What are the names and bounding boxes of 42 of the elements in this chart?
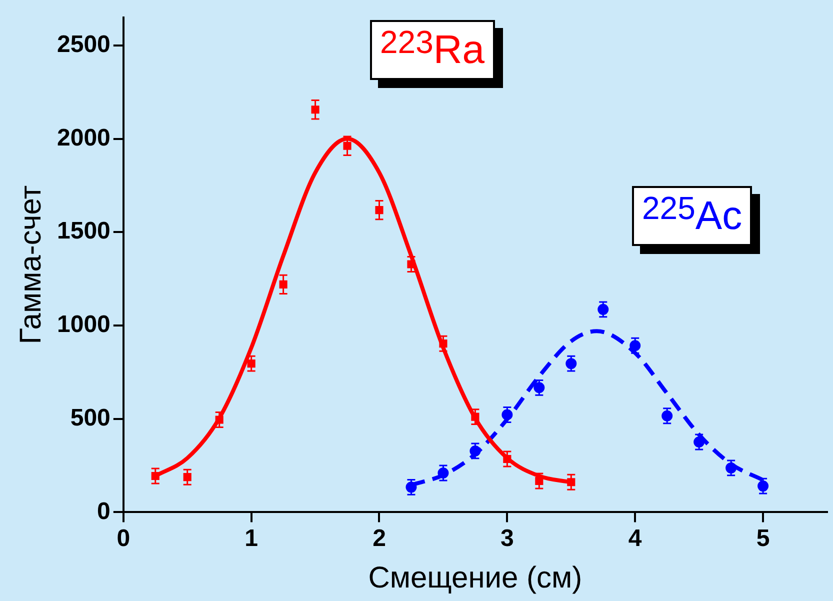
point <box>311 106 320 114</box>
point <box>630 340 641 352</box>
point <box>758 480 769 492</box>
point <box>598 304 609 315</box>
x-tick-label: 4 <box>628 525 642 552</box>
point <box>439 340 448 348</box>
y-tick-label: 2000 <box>57 124 110 152</box>
point <box>566 358 577 370</box>
x-tick-label: 1 <box>244 525 258 552</box>
point <box>151 472 160 480</box>
x-tick-label: 0 <box>116 525 130 552</box>
point <box>662 410 673 422</box>
point <box>183 473 192 482</box>
x-axis-title: Смещение (см) <box>368 561 582 594</box>
x-tick-label: 2 <box>372 525 386 552</box>
point <box>407 260 416 268</box>
point <box>502 409 513 420</box>
point <box>726 462 737 474</box>
y-tick-label: 0 <box>97 498 110 525</box>
point <box>215 416 224 424</box>
point <box>247 360 256 368</box>
point <box>375 206 384 214</box>
point <box>470 445 481 456</box>
point <box>535 476 544 486</box>
point <box>438 467 449 478</box>
point <box>503 454 512 464</box>
point <box>406 482 417 493</box>
point <box>279 280 288 288</box>
y-tick-label: 500 <box>70 404 110 432</box>
y-tick-label: 1500 <box>57 218 110 245</box>
series-label: $^{223}$Ra <box>370 20 495 80</box>
y-tick-label: 1000 <box>57 311 110 338</box>
x-tick-label: 3 <box>500 525 514 552</box>
point <box>343 142 352 150</box>
y-axis-title: Гамма-счет <box>14 185 48 344</box>
series-label: $^{225}$Ac <box>632 186 752 246</box>
point <box>694 436 705 448</box>
x-tick-label: 5 <box>756 525 770 552</box>
point <box>567 478 576 486</box>
point <box>534 382 545 394</box>
y-tick-label: 2500 <box>57 31 110 58</box>
point <box>471 412 480 421</box>
